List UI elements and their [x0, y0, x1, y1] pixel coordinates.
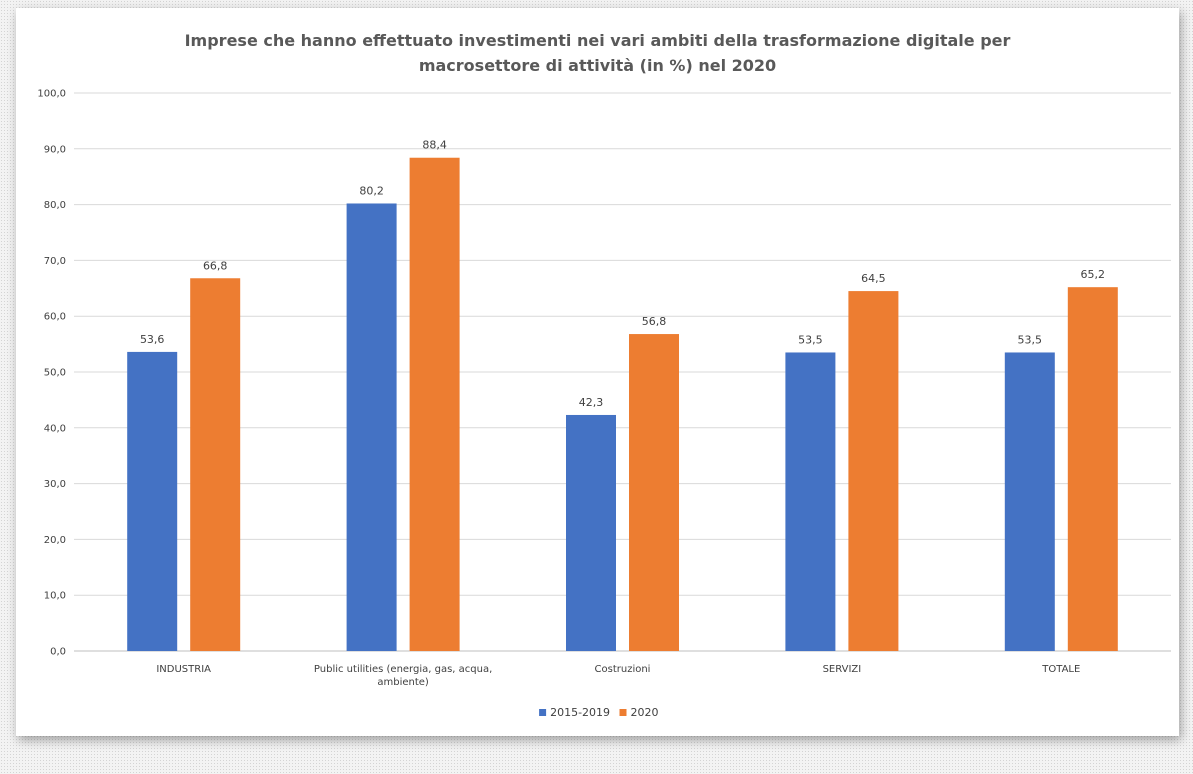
chart-card: Imprese che hanno effettuato investiment…	[16, 8, 1179, 736]
y-tick-label: 60,0	[44, 312, 66, 323]
category-label: ambiente)	[377, 677, 429, 688]
y-tick-label: 50,0	[44, 368, 66, 379]
bar-chart: 0,0 10,0 20,0 30,0 40,0 50,0 60,0 70,0 80,0 90,0 1…	[37, 89, 1171, 719]
data-label: 64,5	[861, 272, 886, 285]
bar-2020-3	[848, 291, 899, 651]
y-tick-label: 40,0	[44, 423, 66, 434]
chart-title-line-1: Imprese che hanno effettuato investiment…	[184, 31, 1011, 50]
bar-2015-2019-2	[566, 414, 616, 651]
data-label: 66,8	[203, 259, 228, 272]
category-label: Costruzioni	[595, 664, 651, 675]
y-tick-label: 100,0	[37, 89, 66, 100]
y-tick-label: 70,0	[44, 256, 66, 267]
data-label: 65,2	[1081, 268, 1106, 281]
bar-2020-1	[409, 157, 460, 651]
data-label: 53,5	[798, 333, 823, 346]
y-tick-label: 80,0	[44, 200, 66, 211]
data-label: 56,8	[642, 315, 667, 328]
bar-2020-4	[1067, 287, 1118, 651]
data-label: 42,3	[579, 396, 604, 409]
bar-2015-2019-1	[346, 203, 397, 651]
chart-title: Imprese che hanno effettuato investiment…	[16, 28, 1179, 78]
category-label: Public utilities (energia, gas, acqua,	[314, 664, 492, 675]
legend-label: 2020	[631, 706, 659, 719]
data-label: 53,5	[1018, 333, 1043, 346]
y-tick-label: 30,0	[44, 479, 66, 490]
y-tick-label: 90,0	[44, 144, 66, 155]
data-label: 80,2	[359, 184, 384, 197]
data-label: 88,4	[422, 139, 447, 152]
legend-swatch	[619, 709, 627, 716]
bar-2015-2019-3	[785, 352, 836, 651]
chart-title-line-2: macrosettore di attività (in %) nel 2020	[418, 56, 777, 75]
category-label: INDUSTRIA	[156, 664, 211, 675]
y-tick-label: 20,0	[44, 535, 66, 546]
category-label: SERVIZI	[823, 664, 862, 675]
bar-2015-2019-4	[1004, 352, 1055, 651]
bar-2020-2	[629, 334, 679, 651]
y-tick-label: 0,0	[50, 647, 66, 658]
y-tick-label: 10,0	[44, 591, 66, 602]
bar-2020-0	[190, 278, 241, 651]
legend-label: 2015-2019	[550, 706, 610, 719]
category-label: TOTALE	[1041, 664, 1080, 675]
data-label: 53,6	[140, 333, 165, 346]
bar-2015-2019-0	[127, 351, 178, 651]
legend-swatch	[539, 709, 547, 716]
